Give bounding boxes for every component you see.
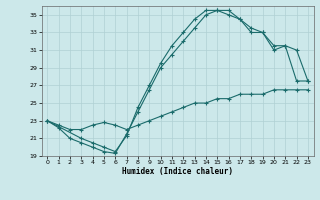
X-axis label: Humidex (Indice chaleur): Humidex (Indice chaleur) bbox=[122, 167, 233, 176]
